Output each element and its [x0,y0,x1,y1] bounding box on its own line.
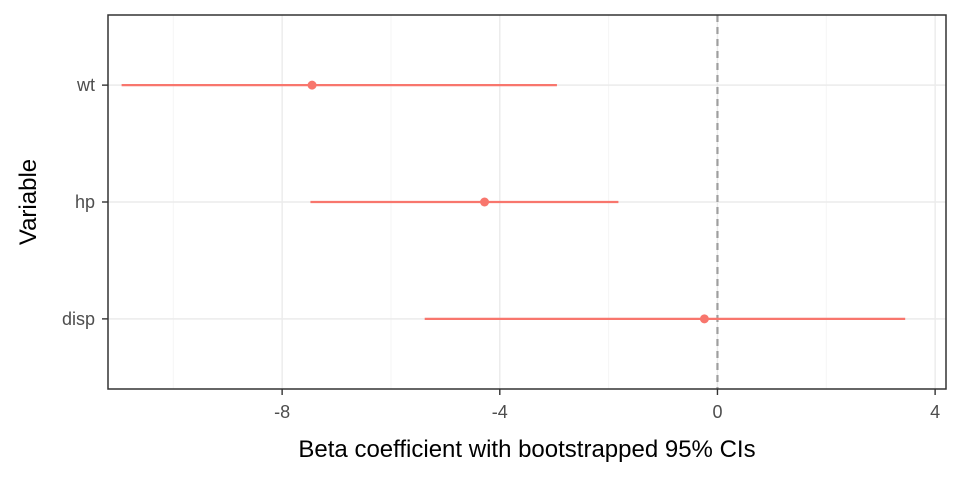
x-axis-title: Beta coefficient with bootstrapped 95% C… [298,436,755,463]
y-axis-title: Variable [15,159,42,245]
x-tick-label: 0 [712,402,722,422]
y-tick-label-wt: wt [76,75,95,95]
estimate-point-wt [307,80,317,90]
coefficient-series [121,80,906,324]
estimate-point-hp [480,197,490,207]
x-tick-label: 4 [930,402,940,422]
y-tick-label-hp: hp [75,192,95,212]
y-axis: wt hp disp [62,75,108,329]
estimate-point-disp [699,314,709,324]
x-axis: -8 -4 0 4 [274,389,940,422]
x-tick-label: -8 [274,402,290,422]
x-tick-label: -4 [492,402,508,422]
y-tick-label-disp: disp [62,309,95,329]
